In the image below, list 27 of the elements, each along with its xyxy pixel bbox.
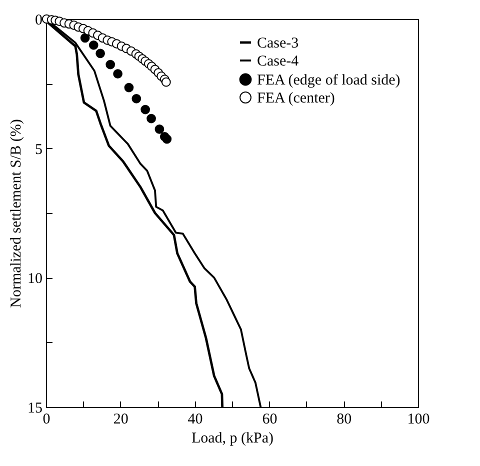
point (106, 60, 116, 70)
x-tick-label: 40 (188, 412, 203, 428)
x-tick-label: 80 (336, 412, 352, 428)
point (154, 124, 164, 134)
legend-label: FEA (edge of load side) (257, 72, 400, 88)
y-tick-label: 5 (35, 142, 42, 158)
x-tick-label: 20 (113, 412, 128, 428)
point (96, 48, 105, 58)
x-tick-label: 100 (407, 412, 430, 428)
legend-label: Case-4 (257, 54, 300, 70)
point (132, 94, 142, 104)
point (140, 104, 150, 114)
x-axis-title: Load, p (kPa) (191, 430, 274, 446)
point (146, 114, 156, 124)
point (161, 77, 171, 87)
y-tick-label: 15 (28, 400, 42, 416)
y-tick-label: 0 (35, 12, 42, 28)
x-tick-label: 60 (262, 412, 278, 428)
point (88, 40, 98, 50)
legend-label: Case-3 (257, 36, 299, 52)
legend-label: FEA (center) (257, 90, 335, 106)
point (124, 82, 134, 92)
y-tick-label: 10 (28, 271, 42, 288)
point (162, 134, 172, 144)
y-axis-title: Normalized settlement S/B (%) (8, 119, 24, 308)
point (113, 69, 122, 79)
point (80, 33, 90, 43)
